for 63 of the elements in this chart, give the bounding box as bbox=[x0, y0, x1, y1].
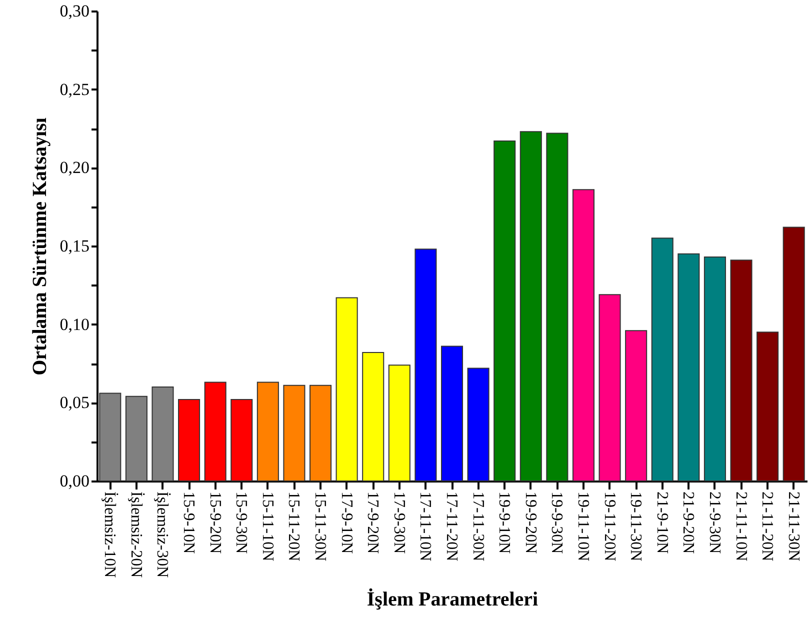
x-tick-label: 17-9-20N bbox=[364, 492, 382, 554]
bar bbox=[336, 297, 358, 482]
bar bbox=[362, 352, 384, 482]
x-tick-label: 15-11-30N bbox=[312, 492, 329, 562]
x-tick-label: 17-11-10N bbox=[416, 492, 434, 562]
bar bbox=[283, 384, 306, 482]
bar bbox=[125, 396, 148, 482]
x-tick-label: 15-11-10N bbox=[258, 492, 276, 562]
x-tick-label: 21-9-20N bbox=[680, 492, 697, 554]
bar bbox=[388, 364, 410, 482]
bar bbox=[467, 368, 490, 482]
x-tick-label: İşlemsiz-10N bbox=[101, 492, 120, 578]
x-tick-label: 19-9-10N bbox=[496, 492, 513, 554]
y-tick-label: 0,20 bbox=[60, 158, 90, 178]
bar bbox=[414, 248, 437, 482]
bar bbox=[678, 253, 700, 482]
bar bbox=[651, 238, 674, 482]
bar bbox=[730, 260, 752, 482]
bar bbox=[704, 256, 726, 482]
x-tick-label: 15-9-20N bbox=[206, 492, 224, 554]
x-tick-label: 15-9-10N bbox=[180, 492, 198, 554]
bar bbox=[572, 189, 594, 482]
x-axis-title: İşlem Parametreleri bbox=[366, 588, 539, 611]
bar bbox=[782, 226, 805, 482]
x-tick-label: 15-9-30N bbox=[232, 492, 250, 554]
x-tick-label: 17-11-20N bbox=[443, 492, 460, 562]
bar bbox=[230, 399, 253, 482]
bar bbox=[598, 294, 621, 482]
y-tick-label: 0,05 bbox=[60, 393, 90, 412]
bar bbox=[756, 332, 779, 482]
bar bbox=[520, 131, 542, 482]
y-axis-title: Ortalama Sürtünme Katsayısı bbox=[28, 117, 51, 376]
bar bbox=[625, 330, 648, 482]
bar bbox=[178, 399, 200, 482]
x-tick-label: 19-9-30N bbox=[548, 492, 566, 554]
bar bbox=[440, 346, 464, 482]
bar bbox=[256, 382, 279, 482]
x-tick-label: 19-11-10N bbox=[574, 492, 592, 562]
x-tick-label: 21-9-10N bbox=[653, 492, 670, 554]
bar bbox=[152, 386, 174, 482]
bar bbox=[546, 132, 568, 482]
bar bbox=[310, 384, 332, 482]
x-tick-label: 15-11-20N bbox=[285, 492, 302, 562]
x-tick-label: 19-11-20N bbox=[600, 492, 618, 562]
y-tick-label: 0,25 bbox=[60, 80, 90, 99]
x-tick-label: 19-11-30N bbox=[627, 492, 644, 562]
x-tick-label: 21-11-10N bbox=[732, 492, 750, 562]
y-tick-label: 0,00 bbox=[60, 472, 90, 490]
x-tick-label: İşlemsiz-30N bbox=[154, 492, 172, 578]
bar bbox=[204, 382, 226, 482]
x-tick-label: 21-11-30N bbox=[784, 492, 802, 562]
x-tick-label: İşlemsiz-20N bbox=[127, 492, 146, 578]
x-tick-label: 17-11-30N bbox=[469, 492, 486, 562]
x-tick-label: 17-9-30N bbox=[390, 492, 408, 554]
bar bbox=[494, 140, 516, 482]
y-tick-label: 0,15 bbox=[60, 236, 90, 256]
x-tick-label: 17-9-10N bbox=[338, 492, 355, 554]
bar bbox=[99, 392, 122, 482]
x-tick-label: 21-9-30N bbox=[706, 492, 723, 554]
x-tick-label: 21-11-20N bbox=[758, 492, 776, 562]
x-tick-label: 19-9-20N bbox=[522, 492, 539, 554]
y-tick-label: 0,10 bbox=[60, 314, 90, 334]
y-tick-label: 0,30 bbox=[60, 2, 90, 20]
